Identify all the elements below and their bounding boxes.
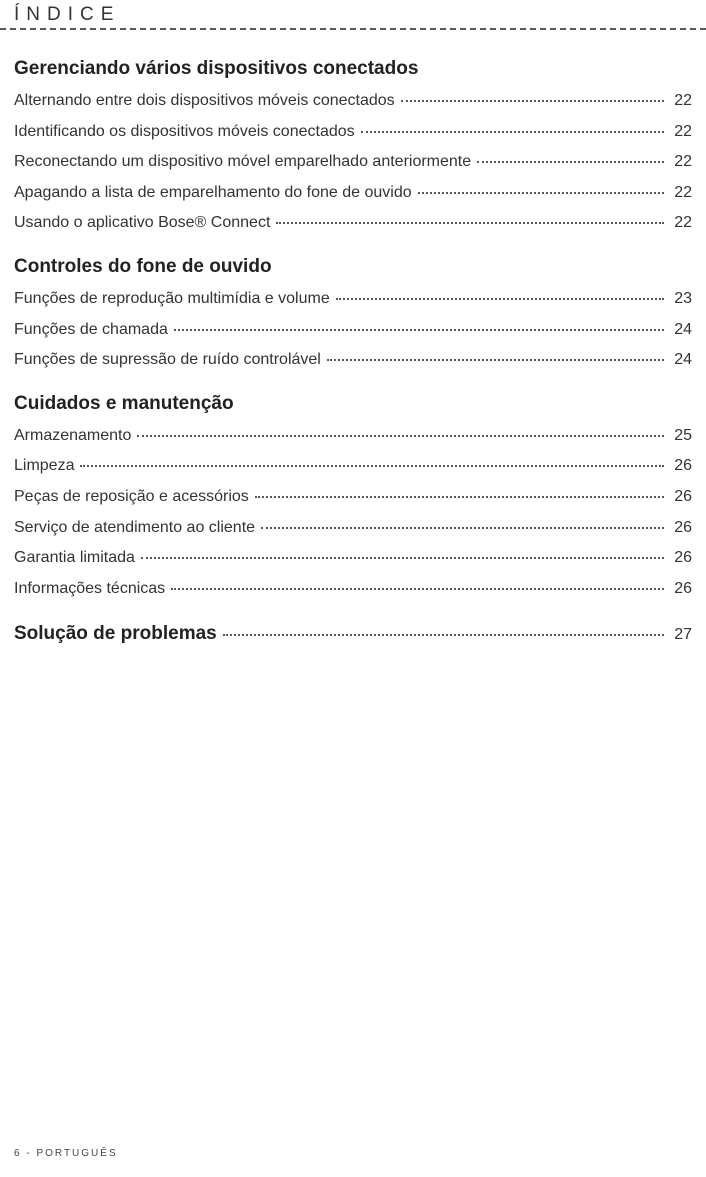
toc-entry: Limpeza 26	[14, 455, 692, 477]
toc-label: Garantia limitada	[14, 547, 135, 569]
toc-page-number: 22	[670, 182, 692, 204]
toc-entry: Peças de reposição e acessórios 26	[14, 486, 692, 508]
section-heading: Gerenciando vários dispositivos conectad…	[14, 58, 692, 80]
toc-page-number: 25	[670, 425, 692, 447]
page-header-title: ÍNDICE	[14, 4, 692, 26]
toc-page-number: 26	[670, 578, 692, 600]
toc-entry: Serviço de atendimento ao cliente 26	[14, 517, 692, 539]
toc-label: Funções de chamada	[14, 319, 168, 341]
toc-label: Identificando os dispositivos móveis con…	[14, 121, 355, 143]
toc-label: Reconectando um dispositivo móvel empare…	[14, 151, 471, 173]
toc-leader-dots	[261, 527, 664, 529]
section-heading: Solução de problemas	[14, 621, 217, 647]
toc-leader-dots	[276, 222, 664, 224]
header-divider	[0, 28, 706, 30]
toc-leader-dots	[255, 496, 664, 498]
toc-page-number: 23	[670, 288, 692, 310]
toc-section: Controles do fone de ouvido Funções de r…	[14, 256, 692, 371]
toc-page-number: 22	[670, 212, 692, 234]
toc-label: Funções de supressão de ruído controláve…	[14, 349, 321, 371]
toc-page-number: 26	[670, 517, 692, 539]
toc-label: Limpeza	[14, 455, 74, 477]
toc-label: Armazenamento	[14, 425, 131, 447]
toc-section: Cuidados e manutenção Armazenamento 25 L…	[14, 393, 692, 600]
toc-entry: Solução de problemas 27	[14, 621, 692, 647]
toc-page-number: 22	[670, 151, 692, 173]
page-footer: 6 - PORTUGUÊS	[14, 1148, 118, 1159]
toc-section: Gerenciando vários dispositivos conectad…	[14, 58, 692, 234]
toc-leader-dots	[174, 329, 664, 331]
section-heading: Cuidados e manutenção	[14, 393, 692, 415]
toc-entry: Apagando a lista de emparelhamento do fo…	[14, 182, 692, 204]
toc-label: Funções de reprodução multimídia e volum…	[14, 288, 330, 310]
toc-label: Usando o aplicativo Bose® Connect	[14, 212, 270, 234]
toc-leader-dots	[336, 298, 664, 300]
toc-leader-dots	[361, 131, 665, 133]
toc-page-number: 26	[670, 455, 692, 477]
toc-page-number: 22	[670, 121, 692, 143]
toc-page-number: 24	[670, 319, 692, 341]
toc-page-number: 26	[670, 486, 692, 508]
toc-entry: Usando o aplicativo Bose® Connect 22	[14, 212, 692, 234]
toc-label: Informações técnicas	[14, 578, 165, 600]
toc-page-number: 22	[670, 90, 692, 112]
toc-leader-dots	[141, 557, 664, 559]
toc-entry: Funções de supressão de ruído controláve…	[14, 349, 692, 371]
toc-leader-dots	[401, 100, 665, 102]
toc-entry: Reconectando um dispositivo móvel empare…	[14, 151, 692, 173]
toc-leader-dots	[477, 161, 664, 163]
toc-label: Alternando entre dois dispositivos móvei…	[14, 90, 395, 112]
toc-entry: Informações técnicas 26	[14, 578, 692, 600]
toc-leader-dots	[418, 192, 665, 194]
toc-label: Apagando a lista de emparelhamento do fo…	[14, 182, 412, 204]
toc-leader-dots	[137, 435, 664, 437]
toc-leader-dots	[171, 588, 664, 590]
toc-page-number: 24	[670, 349, 692, 371]
toc-entry: Armazenamento 25	[14, 425, 692, 447]
toc-leader-dots	[223, 634, 664, 636]
section-heading: Controles do fone de ouvido	[14, 256, 692, 278]
toc-entry: Identificando os dispositivos móveis con…	[14, 121, 692, 143]
toc-leader-dots	[327, 359, 664, 361]
toc-entry: Funções de chamada 24	[14, 319, 692, 341]
toc-page-number: 27	[670, 624, 692, 646]
toc-label: Peças de reposição e acessórios	[14, 486, 249, 508]
toc-entry: Garantia limitada 26	[14, 547, 692, 569]
toc-entry: Alternando entre dois dispositivos móvei…	[14, 90, 692, 112]
toc-page-number: 26	[670, 547, 692, 569]
toc-section: Solução de problemas 27	[14, 621, 692, 647]
toc-entry: Funções de reprodução multimídia e volum…	[14, 288, 692, 310]
toc-label: Serviço de atendimento ao cliente	[14, 517, 255, 539]
toc-leader-dots	[80, 465, 664, 467]
